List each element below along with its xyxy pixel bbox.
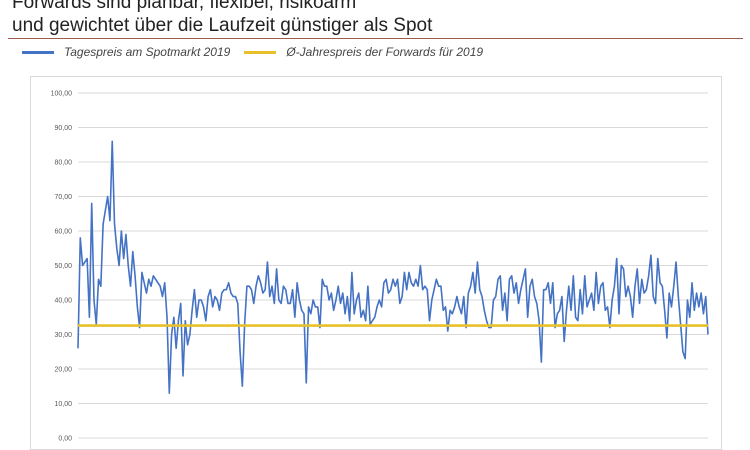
y-tick-label: 60,00 xyxy=(54,229,72,236)
series-line-spot xyxy=(77,140,709,394)
y-tick-label: 100,00 xyxy=(51,91,73,98)
y-tick-label: 80,00 xyxy=(54,160,72,167)
legend-swatch-spot xyxy=(22,50,54,54)
y-tick-label: 10,00 xyxy=(54,401,72,408)
slide-title: Forwards sind planbar, flexibel, risikoa… xyxy=(12,0,742,37)
legend-label-forward: Ø-Jahrespreis der Forwards für 2019 xyxy=(286,45,484,59)
chart-area: 0,00 10,00 20,00 30,00 40,00 50,00 60,00 70,00 8… xyxy=(30,76,722,450)
y-tick-label: 50,00 xyxy=(54,263,72,270)
title-line-2: und gewichtet über die Laufzeit günstige… xyxy=(12,15,433,36)
y-tick-label: 30,00 xyxy=(54,332,72,339)
line-chart: 0,00 10,00 20,00 30,00 40,00 50,00 60,00 70,00 8… xyxy=(51,91,709,443)
title-line-1: Forwards sind planbar, flexibel, risikoa… xyxy=(12,0,357,13)
legend-item-spot: Tagespreis am Spotmarkt 2019 xyxy=(22,45,230,59)
legend-label-spot: Tagespreis am Spotmarkt 2019 xyxy=(64,45,231,59)
legend-swatch-forward xyxy=(244,50,277,54)
y-tick-label: 40,00 xyxy=(54,298,72,305)
title-divider xyxy=(8,38,743,39)
y-tick-label: 20,00 xyxy=(54,367,72,374)
y-tick-label: 0,00 xyxy=(58,436,72,443)
chart-legend: Tagespreis am Spotmarkt 2019 Ø-Jahrespre… xyxy=(22,42,483,62)
y-tick-label: 70,00 xyxy=(54,194,72,201)
legend-item-forward: Ø-Jahrespreis der Forwards für 2019 xyxy=(244,45,483,59)
y-tick-label: 90,00 xyxy=(54,125,72,132)
